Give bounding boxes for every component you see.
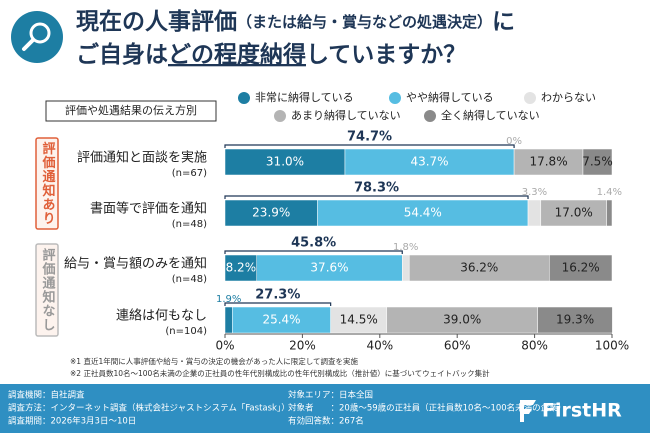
title-part: 現在の人事評価: [76, 8, 237, 35]
legend-label: あまり納得していない: [291, 109, 401, 122]
value-label: 14.5%: [340, 313, 378, 327]
x-tick-label: 80%: [521, 339, 548, 353]
footer-item: 調査機関：自社調査: [8, 390, 85, 401]
value-label: 19.3%: [556, 313, 594, 327]
title-part: していますか？: [306, 42, 466, 68]
bar-segment: [224, 199, 318, 227]
value-label: 3.3%: [522, 187, 547, 198]
bar-segment: [330, 306, 388, 334]
bar-segment: [408, 254, 550, 282]
sample-size: (n=48): [172, 219, 207, 230]
value-label: 16.2%: [562, 261, 600, 275]
group-box: [35, 137, 59, 230]
bar-segment: [527, 199, 542, 227]
x-tick-label: 60%: [444, 339, 471, 353]
logo-text: FirstHR: [542, 400, 622, 422]
title-part: ご自身は: [76, 41, 168, 68]
bar-segment: [224, 306, 233, 334]
value-label: 0%: [506, 136, 522, 147]
x-tick-label: 20%: [289, 339, 316, 353]
category-label: 評価通知と面談を実施: [77, 150, 207, 166]
chart-title: ご自身はどの程度納得していますか？: [76, 41, 466, 68]
category-label: 書面等で評価を通知: [90, 201, 207, 217]
bar-segment: [344, 148, 515, 176]
sample-size: (n=48): [172, 274, 207, 285]
bar-segment: [401, 254, 410, 282]
total-bracket: [224, 195, 529, 199]
value-label: 1.4%: [597, 187, 622, 198]
legend-label: 全く納得していない: [441, 108, 540, 122]
value-label: 17.0%: [555, 206, 593, 220]
bar-segment: [606, 199, 613, 227]
bar-segment: [537, 306, 613, 334]
group-label: 評価通知あり: [40, 141, 57, 226]
value-label: 1.9%: [216, 294, 241, 305]
legend-label: 非常に納得している: [255, 91, 354, 104]
value-label: 17.8%: [529, 155, 567, 169]
footer-item: 対象者 ：20歳〜59歳の正社員（正社員数10名〜100名未満の企業）: [288, 403, 566, 414]
sample-size: (n=67): [172, 168, 207, 179]
footer-band: [0, 384, 650, 433]
bar-segment: [224, 254, 257, 282]
bar-segment: [232, 306, 331, 334]
bar-segment: [540, 199, 607, 227]
total-bracket: [224, 144, 515, 148]
legend-label: やや納得している: [406, 91, 494, 104]
value-label: 43.7%: [410, 155, 448, 169]
title-part: どの程度納得: [168, 41, 306, 68]
value-label: 25.4%: [262, 313, 300, 327]
legend-marker: [424, 110, 436, 122]
bar-segment: [386, 306, 538, 334]
value-label: 36.2%: [460, 261, 498, 275]
legend-marker: [524, 92, 536, 104]
bar-segment: [582, 148, 613, 176]
bar-segment: [513, 148, 584, 176]
category-label: 連絡は何もなし: [116, 308, 207, 324]
x-tick-label: 0%: [215, 339, 234, 353]
group-label: 評価通知なし: [40, 247, 57, 332]
x-tick-label: 100%: [595, 339, 629, 353]
total-label: 45.8%: [291, 236, 336, 251]
value-label: 7.5%: [582, 155, 613, 169]
subtitle-box: [45, 100, 217, 122]
total-label: 78.3%: [354, 181, 399, 196]
subtitle: 評価や処遇結果の伝え方別: [65, 103, 197, 117]
search-icon: [11, 11, 63, 63]
category-label: 給与・賞与額のみを通知: [64, 256, 207, 272]
value-label: 23.9%: [252, 206, 290, 220]
footer-item: 対象エリア：日本全国: [288, 390, 373, 401]
total-bracket: [224, 302, 332, 306]
legend-marker: [238, 92, 250, 104]
title-part: （または給与・賞与などの処遇決定）: [237, 13, 492, 31]
total-label: 27.3%: [255, 288, 300, 303]
legend-label: わからない: [541, 91, 596, 104]
value-label: 31.0%: [266, 155, 304, 169]
total-bracket: [224, 250, 403, 254]
total-label: 74.7%: [347, 130, 392, 145]
footer-item: 調査期間：2026年3月3日〜10日: [8, 416, 136, 427]
bar-segment: [317, 199, 529, 227]
footer-item: 調査方法：インターネット調査（株式会社ジャストシステム「Fastask」）: [8, 403, 290, 414]
sample-size: (n=104): [165, 326, 207, 337]
logo-icon: [520, 400, 536, 422]
value-label: 8.2%: [226, 261, 257, 275]
title-part: に: [492, 9, 515, 35]
chart-title: 現在の人事評価（または給与・賞与などの処遇決定）に: [76, 8, 515, 35]
group-box: [35, 243, 59, 337]
legend-marker: [389, 92, 401, 104]
value-label: 37.6%: [310, 261, 348, 275]
bar-segment: [256, 254, 403, 282]
value-label: 54.4%: [404, 206, 442, 220]
x-tick-label: 40%: [366, 339, 393, 353]
footnote: ※1 直近1年間に人事評価や給与・賞与の決定の機会があった人に限定して調査を実施: [70, 356, 358, 366]
value-label: 1.8%: [393, 242, 418, 253]
footer-item: 有効回答数：267名: [288, 416, 364, 427]
footnote: ※2 正社員数10名〜100名未満の企業の正社員の性年代別構成比の性年代別構成比…: [70, 368, 490, 378]
value-label: 39.0%: [443, 313, 481, 327]
bar-segment: [549, 254, 613, 282]
legend-marker: [274, 110, 286, 122]
